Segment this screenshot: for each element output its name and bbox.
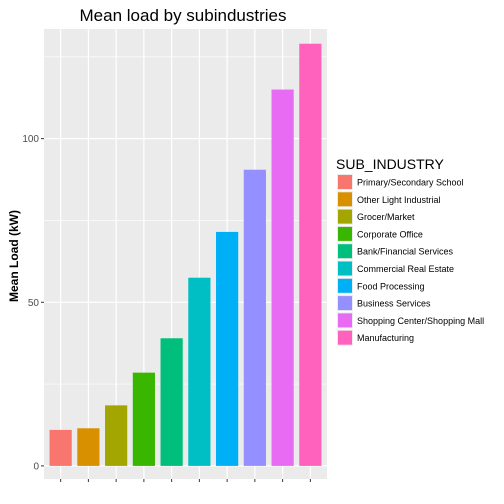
- legend: SUB_INDUSTRY Primary/Secondary School Oth…: [336, 156, 484, 346]
- legend-label: Business Services: [357, 299, 431, 309]
- legend-label: Shopping Center/Shopping Mall: [357, 316, 484, 326]
- legend-swatch: [338, 175, 352, 189]
- chart-title: Mean load by subindustries: [80, 6, 287, 25]
- y-tick-label: 100: [22, 134, 39, 145]
- bar-grocer-market: [105, 405, 128, 466]
- bar-commercial-real-estate: [188, 277, 211, 466]
- legend-label: Other Light Industrial: [357, 195, 441, 205]
- legend-swatch: [338, 261, 352, 276]
- legend-label: Corporate Office: [357, 229, 423, 239]
- legend-swatch: [338, 330, 352, 345]
- legend-swatch: [338, 209, 352, 224]
- legend-swatch: [338, 313, 352, 328]
- legend-title: SUB_INDUSTRY: [336, 156, 445, 172]
- y-axis-label: Mean Load (kW): [7, 210, 21, 302]
- legend-label: Grocer/Market: [357, 212, 415, 222]
- legend-swatch: [338, 278, 352, 293]
- legend-swatch: [338, 244, 352, 259]
- bar-primary-secondary-school: [49, 429, 72, 466]
- y-axis: 0 50 100: [22, 134, 311, 482]
- legend-label: Bank/Financial Services: [357, 247, 454, 257]
- legend-label: Food Processing: [357, 281, 425, 291]
- bar-other-light-industrial: [77, 428, 100, 466]
- bar-manufacturing: [299, 43, 322, 466]
- bar-bank-financial-services: [160, 338, 183, 466]
- legend-label: Commercial Real Estate: [357, 264, 454, 274]
- legend-swatch: [338, 226, 352, 241]
- y-tick-label: 0: [33, 461, 39, 472]
- y-tick-label: 50: [28, 298, 40, 309]
- bar-corporate-office: [132, 372, 155, 466]
- bar-business-services: [243, 169, 266, 466]
- legend-swatch: [338, 296, 352, 311]
- legend-swatch: [338, 192, 352, 207]
- bar-food-processing: [216, 231, 239, 466]
- plot-panel: [44, 29, 327, 479]
- legend-label: Primary/Secondary School: [357, 178, 464, 188]
- legend-label: Manufacturing: [357, 333, 414, 343]
- bar-shopping-center-shopping-mall: [271, 89, 294, 466]
